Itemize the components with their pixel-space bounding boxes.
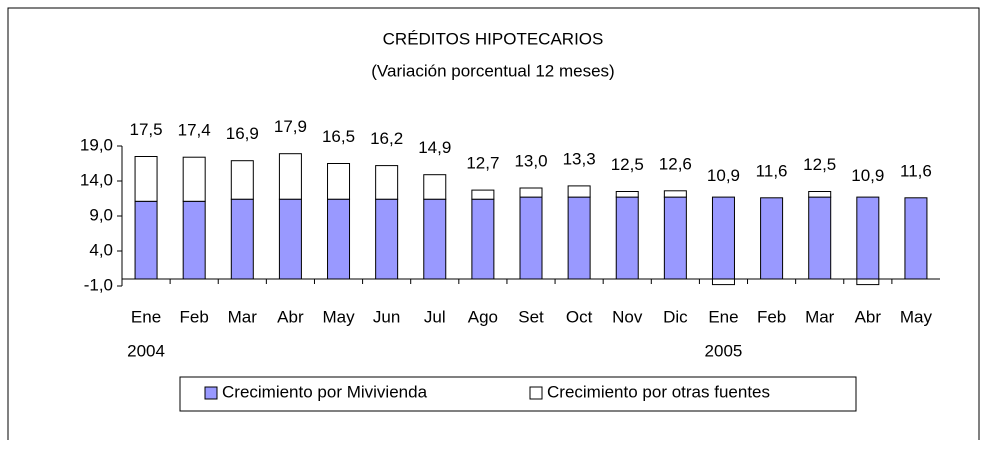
y-tick-label: 9,0 xyxy=(89,205,113,224)
bar-segment xyxy=(278,198,302,280)
bar-segment xyxy=(663,196,687,280)
total-label: 12,5 xyxy=(611,155,644,174)
chart-subtitle: (Variación porcentual 12 meses) xyxy=(371,61,614,80)
bar-segment xyxy=(760,197,784,280)
bar-segment xyxy=(327,198,351,280)
bar-segment xyxy=(567,185,591,198)
x-tick-label: Jul xyxy=(424,307,446,326)
total-label: 10,9 xyxy=(851,166,884,185)
bar-segment xyxy=(134,156,158,202)
year-label: 2005 xyxy=(705,341,743,360)
x-tick-label: Mar xyxy=(228,307,258,326)
x-tick-label: Nov xyxy=(612,307,643,326)
x-tick-label: May xyxy=(322,307,355,326)
bar-segment xyxy=(808,191,832,198)
x-tick-label: Oct xyxy=(566,307,593,326)
total-label: 14,9 xyxy=(418,138,451,157)
x-tick-label: Mar xyxy=(805,307,835,326)
total-label: 12,6 xyxy=(659,154,692,173)
bar-segment xyxy=(182,156,206,202)
y-tick-label: 14,0 xyxy=(80,170,113,189)
bar-segment xyxy=(615,191,639,198)
total-label: 16,2 xyxy=(370,129,403,148)
bar-segment xyxy=(230,160,254,200)
x-tick-label: Ago xyxy=(468,307,498,326)
x-tick-label: Feb xyxy=(757,307,786,326)
bar-segment xyxy=(182,200,206,280)
bar-segment xyxy=(471,189,495,200)
bar-segment xyxy=(230,198,254,280)
x-tick-label: Abr xyxy=(855,307,882,326)
x-tick-label: Set xyxy=(518,307,544,326)
total-label: 13,3 xyxy=(563,149,596,168)
total-label: 12,7 xyxy=(466,154,499,173)
total-label: 17,5 xyxy=(130,120,163,139)
bar-segment xyxy=(856,278,880,286)
total-label: 12,5 xyxy=(803,155,836,174)
x-tick-label: Feb xyxy=(180,307,209,326)
y-tick-label: 19,0 xyxy=(80,135,113,154)
frame xyxy=(7,7,980,440)
bar-segment xyxy=(856,196,880,280)
year-label: 2004 xyxy=(127,341,165,360)
legend-swatch xyxy=(204,386,218,400)
total-label: 10,9 xyxy=(707,166,740,185)
bar-segment xyxy=(904,197,928,280)
bar-segment xyxy=(519,196,543,280)
y-tick-label: 4,0 xyxy=(89,240,113,259)
bar-segment xyxy=(711,278,735,286)
bar-segment xyxy=(519,187,543,198)
bar-segment xyxy=(375,198,399,280)
bar-segment xyxy=(471,198,495,280)
total-label: 13,0 xyxy=(514,151,547,170)
total-label: 16,9 xyxy=(226,124,259,143)
x-tick-label: Ene xyxy=(708,307,738,326)
y-tick-label: -1,0 xyxy=(84,275,113,294)
legend-label: Crecimiento por otras fuentes xyxy=(547,382,770,401)
bar-segment xyxy=(711,196,735,280)
bar-segment xyxy=(567,196,591,280)
bar-segment xyxy=(327,163,351,200)
total-label: 11,6 xyxy=(900,161,932,180)
x-tick-label: Dic xyxy=(663,307,688,326)
legend-box xyxy=(179,376,857,412)
x-tick-label: May xyxy=(900,307,933,326)
total-label: 17,4 xyxy=(178,121,211,140)
x-tick-label: Ene xyxy=(131,307,161,326)
bar-segment xyxy=(663,190,687,198)
legend-label: Crecimiento por Mivivienda xyxy=(222,382,428,401)
x-tick-label: Abr xyxy=(277,307,304,326)
bar-segment xyxy=(134,200,158,280)
total-label: 11,6 xyxy=(756,161,788,180)
bar-segment xyxy=(423,174,447,200)
total-label: 16,5 xyxy=(322,127,355,146)
x-tick-label: Jun xyxy=(373,307,400,326)
legend-swatch xyxy=(529,386,543,400)
bar-segment xyxy=(278,153,302,200)
bar-segment xyxy=(375,165,399,200)
bar-segment xyxy=(423,198,447,280)
bar-segment xyxy=(615,196,639,280)
bar-segment xyxy=(808,196,832,280)
total-label: 17,9 xyxy=(274,117,307,136)
chart-title: CRÉDITOS HIPOTECARIOS xyxy=(383,29,604,48)
